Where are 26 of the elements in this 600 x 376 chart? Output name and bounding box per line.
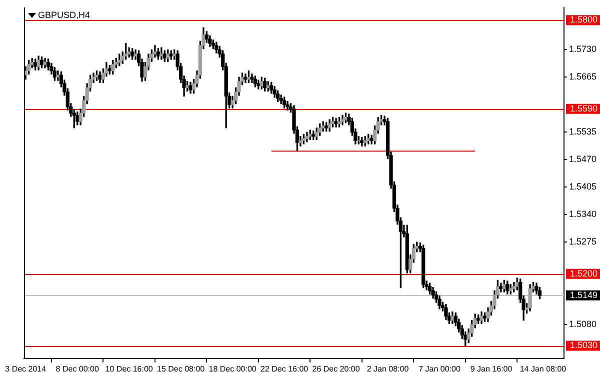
x-tick-label: 15 Dec 08:00	[157, 364, 206, 374]
x-tick-label: 10 Dec 16:00	[105, 364, 154, 374]
ref-line-label: 1.5030	[570, 340, 598, 350]
y-tick-label: 1.5535	[569, 126, 597, 137]
x-tick-label: 2 Jan 08:00	[366, 364, 410, 374]
candlestick	[160, 47, 164, 60]
x-tick-label: 3 Dec 2014	[5, 364, 47, 374]
y-tick-label: 1.5275	[569, 236, 597, 247]
ref-line-label: 1.5200	[570, 268, 598, 278]
ref-line-label: 1.5800	[570, 14, 598, 25]
x-tick-label: 9 Jan 16:00	[470, 364, 513, 374]
x-tick-label: 8 Dec 00:00	[56, 364, 100, 374]
y-tick-label: 1.5665	[569, 72, 597, 82]
ref-line-label: 1.5590	[570, 103, 598, 114]
x-tick-label: 14 Jan 08:00	[520, 364, 567, 374]
x-tick-label: 26 Dec 20:00	[312, 364, 360, 374]
chart-title: GBPUSD,H4	[38, 10, 90, 20]
y-tick-label: 1.5080	[569, 319, 597, 330]
y-tick-label: 1.5405	[569, 182, 597, 192]
y-tick-label: 1.5470	[569, 154, 597, 164]
y-tick-label: 1.5730	[569, 44, 597, 54]
y-tick-label: 1.5340	[569, 209, 597, 220]
x-tick-label: 22 Dec 16:00	[260, 364, 309, 374]
x-tick-label: 18 Dec 00:00	[208, 364, 257, 374]
ref-line-label: 1.5149	[570, 290, 598, 300]
x-tick-label: 7 Jan 00:00	[418, 364, 461, 374]
